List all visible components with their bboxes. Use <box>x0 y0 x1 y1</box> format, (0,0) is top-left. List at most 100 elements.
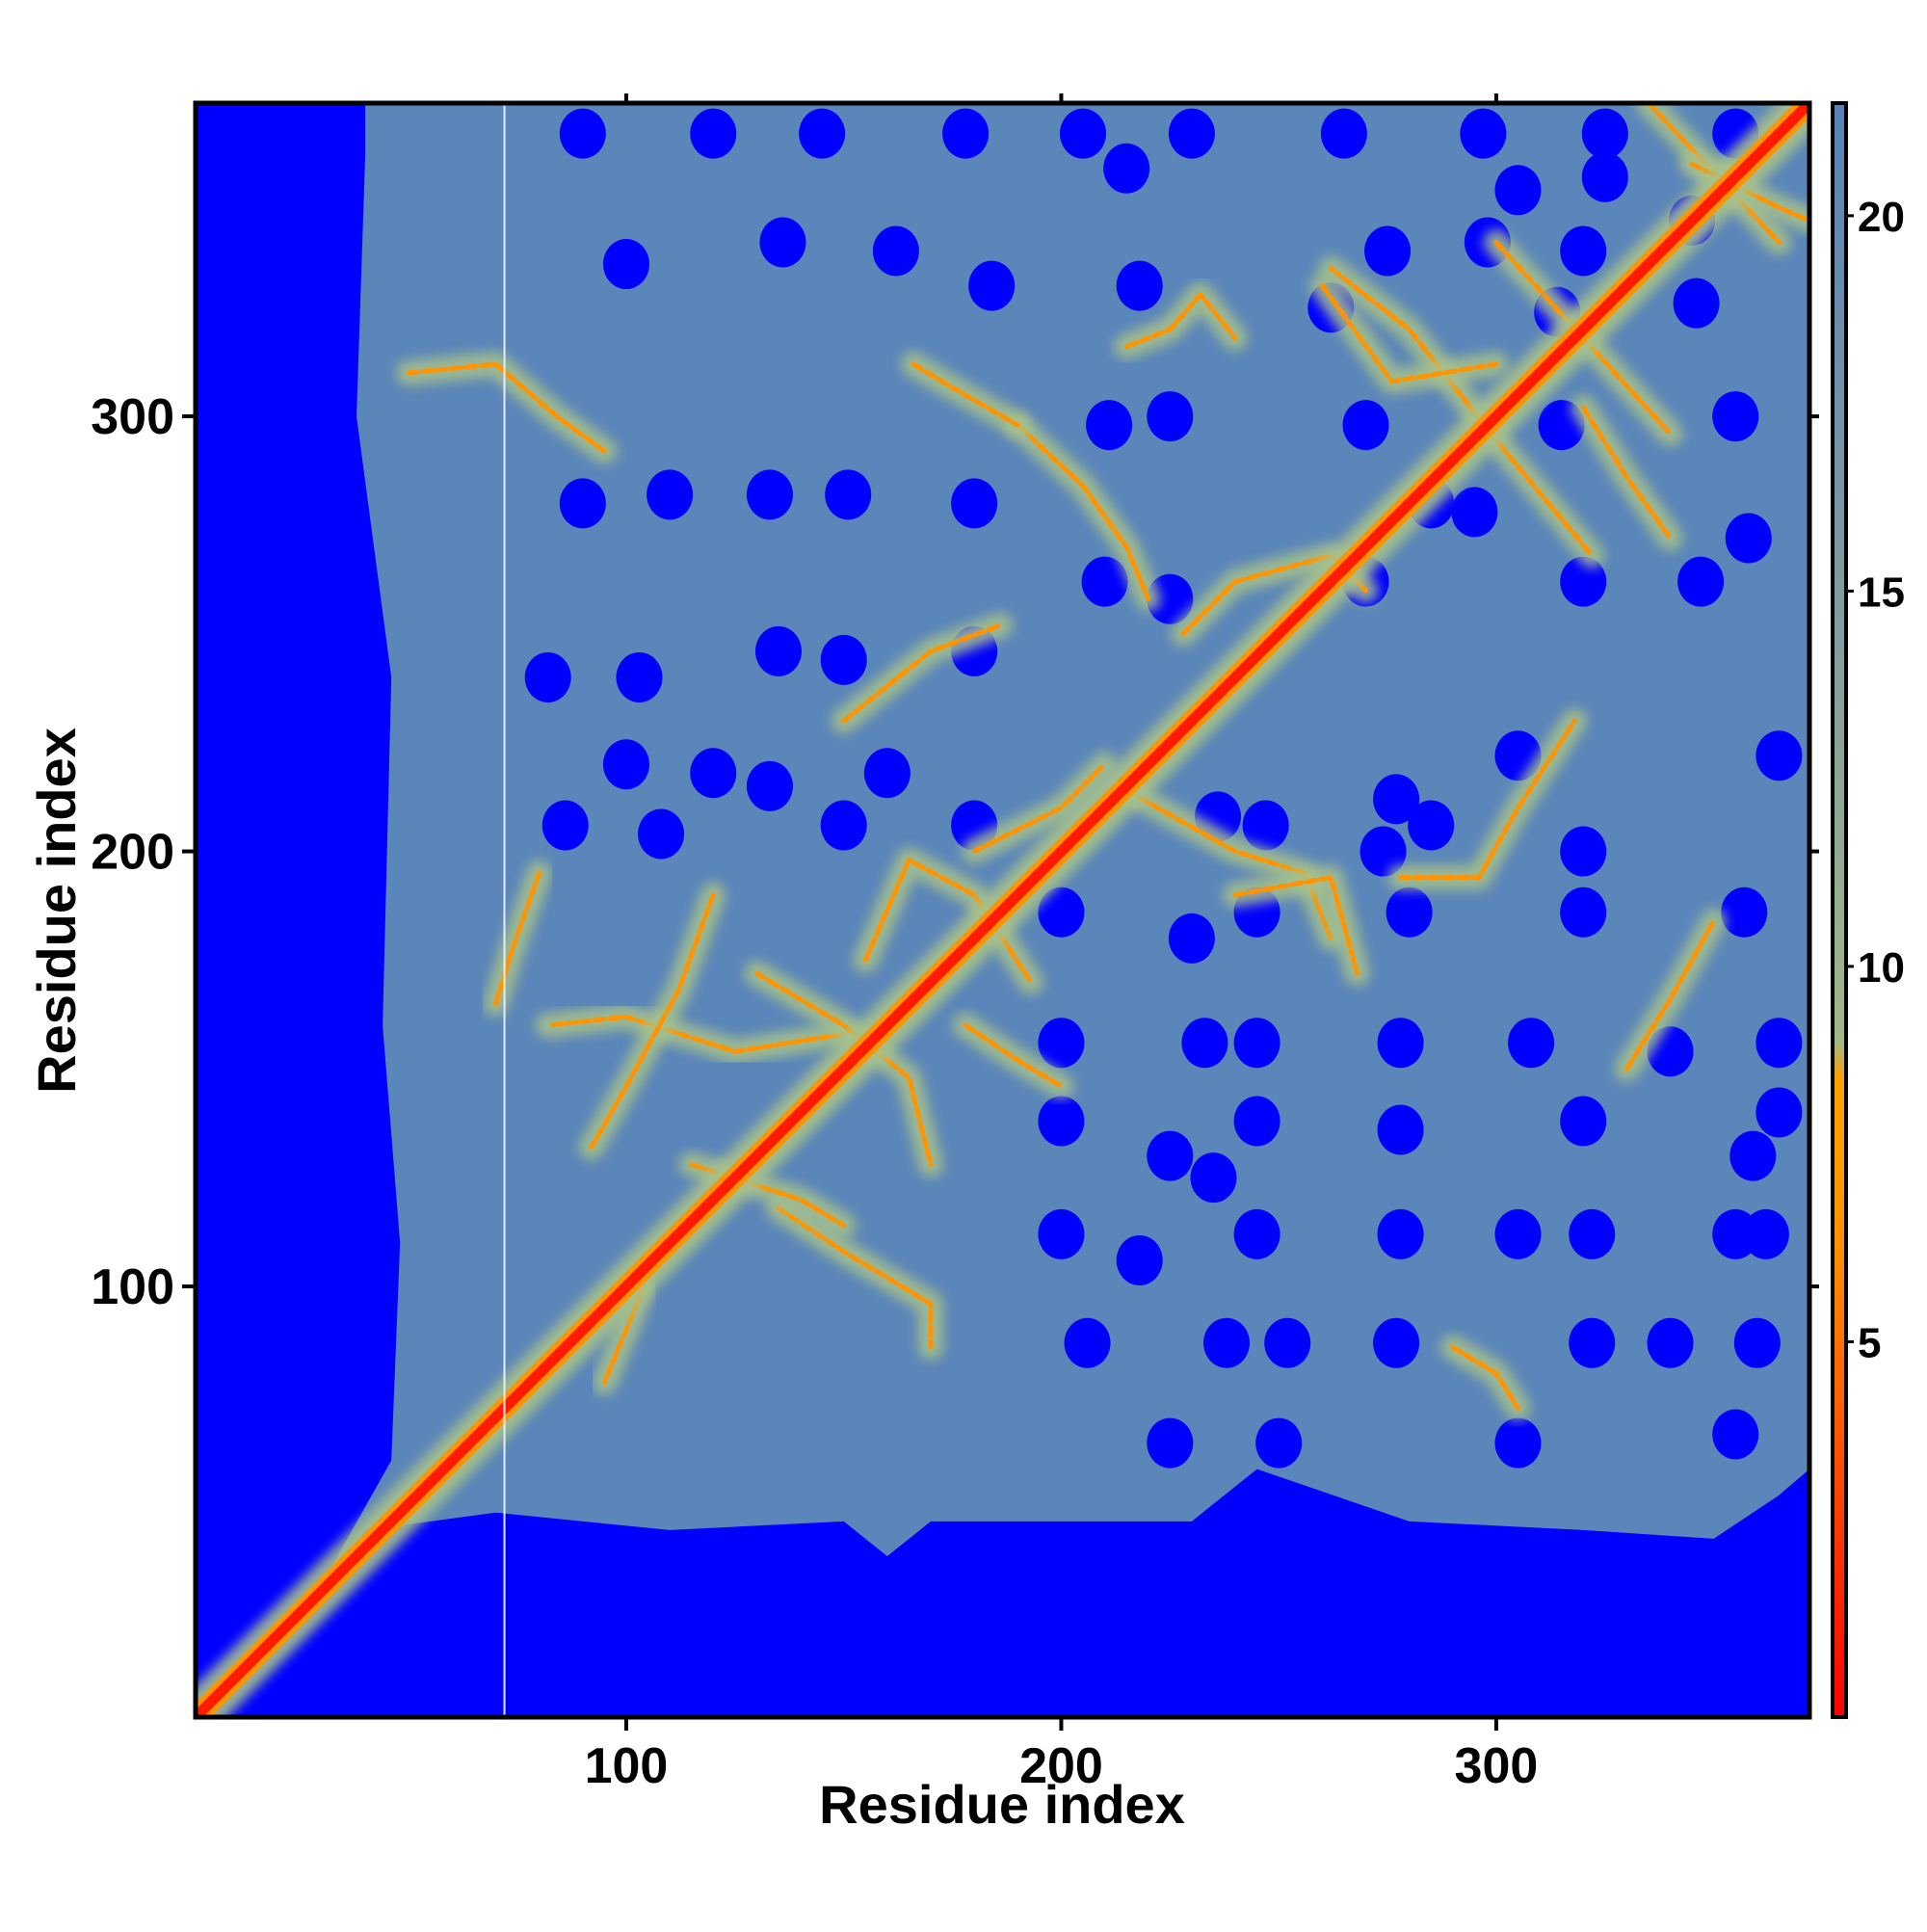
far-cluster-84 <box>1147 1130 1194 1181</box>
far-cluster-38 <box>1560 556 1607 607</box>
far-cluster-51 <box>746 760 793 811</box>
contact-line-5 <box>406 361 607 454</box>
far-cluster-28 <box>746 469 793 520</box>
far-cluster-43 <box>754 625 802 676</box>
far-cluster-25 <box>1673 278 1720 329</box>
far-cluster-65 <box>1038 887 1085 938</box>
colorbar-gradient <box>1831 101 1848 1719</box>
far-cluster-64 <box>1560 826 1607 877</box>
far-cluster-57 <box>541 800 589 851</box>
far-cluster-96 <box>1264 1317 1311 1368</box>
far-cluster-101 <box>1147 1417 1194 1469</box>
far-cluster-68 <box>1386 887 1433 938</box>
far-region-bottom <box>196 1469 1809 1717</box>
far-cluster-8 <box>1581 108 1628 159</box>
colorbar-tick-label-3: 20 <box>1858 194 1905 241</box>
contact-line-4 <box>963 1022 1064 1089</box>
far-cluster-69 <box>1560 887 1607 938</box>
far-cluster-72 <box>1181 1018 1228 1069</box>
far-cluster-100 <box>1733 1317 1781 1368</box>
x-tick-label-2: 300 <box>1455 1738 1539 1794</box>
contact-line-0 <box>545 1014 847 1054</box>
far-cluster-54 <box>1408 800 1455 851</box>
far-cluster-18 <box>602 239 649 290</box>
far-cluster-102 <box>1255 1417 1303 1469</box>
contact-line-18 <box>1319 283 1499 384</box>
far-cluster-79 <box>1038 1096 1085 1147</box>
far-cluster-90 <box>1494 1208 1542 1259</box>
colorbar-tick-label-1: 10 <box>1858 944 1905 992</box>
far-cluster-91 <box>1569 1208 1616 1259</box>
far-cluster-21 <box>968 260 1016 311</box>
far-cluster-3 <box>942 108 990 159</box>
far-cluster-15 <box>1364 225 1412 277</box>
far-cluster-77 <box>1755 1018 1803 1069</box>
contact-line-15 <box>1580 405 1673 541</box>
contact-line-11 <box>1123 787 1333 941</box>
far-cluster-44 <box>820 634 867 685</box>
far-cluster-103 <box>1494 1417 1542 1469</box>
far-cluster-98 <box>1569 1317 1616 1368</box>
contact-line-24 <box>1232 875 1359 976</box>
far-cluster-87 <box>1116 1234 1163 1285</box>
heatmap-layer <box>196 103 1809 1717</box>
far-cluster-94 <box>1064 1317 1111 1368</box>
far-cluster-27 <box>647 469 694 520</box>
far-cluster-93 <box>1742 1208 1789 1259</box>
contact-line-10 <box>1123 292 1238 350</box>
plot-border <box>193 100 1812 1720</box>
far-cluster-46 <box>1081 556 1128 607</box>
far-cluster-32 <box>1147 391 1194 442</box>
far-cluster-97 <box>1373 1317 1420 1368</box>
contact-line-26 <box>971 761 1108 854</box>
contact-line-8 <box>1015 422 1151 602</box>
far-cluster-58 <box>638 808 685 860</box>
x-tick-label-1: 200 <box>1019 1738 1103 1794</box>
x-axis: 100 200 300 <box>585 93 1539 1794</box>
far-cluster-19 <box>759 217 806 268</box>
colorbar: 5 10 15 20 <box>1831 101 1905 1719</box>
far-cluster-30 <box>951 478 998 529</box>
x-tick-label-0: 100 <box>585 1738 669 1794</box>
far-cluster-4 <box>1060 108 1107 159</box>
x-axis-title: Residue index <box>819 1774 1185 1835</box>
far-cluster-59 <box>820 800 867 851</box>
far-region-left <box>196 103 401 1717</box>
far-cluster-37 <box>1451 487 1498 538</box>
far-cluster-52 <box>863 748 911 799</box>
far-cluster-80 <box>1233 1096 1280 1147</box>
far-cluster-10 <box>289 108 336 159</box>
contact-line-2 <box>776 1205 934 1350</box>
far-cluster-75 <box>1508 1018 1555 1069</box>
far-cluster-31 <box>1086 400 1133 451</box>
far-cluster-56 <box>1755 730 1803 781</box>
far-cluster-49 <box>602 739 649 790</box>
y-tick-label-1: 200 <box>91 825 174 881</box>
far-cluster-86 <box>1038 1208 1085 1259</box>
far-cluster-95 <box>1203 1317 1251 1368</box>
contact-line-25 <box>1623 918 1717 1072</box>
y-tick-label-2: 300 <box>91 389 174 445</box>
far-cluster-66 <box>1168 913 1215 964</box>
contact-line-22 <box>493 870 542 1007</box>
far-cluster-89 <box>1377 1208 1424 1259</box>
far-cluster-11 <box>1103 143 1150 194</box>
far-cluster-104 <box>1712 1409 1759 1460</box>
far-cluster-71 <box>1038 1018 1085 1069</box>
contact-line-19 <box>841 622 1003 724</box>
y-axis: 100 200 300 <box>91 389 1819 1315</box>
y-tick-label-0: 100 <box>91 1259 174 1315</box>
far-cluster-6 <box>1320 108 1367 159</box>
far-cluster-82 <box>1560 1096 1607 1147</box>
far-cluster-47 <box>1147 573 1194 624</box>
contact-line-20 <box>911 361 1020 428</box>
far-cluster-29 <box>825 469 872 520</box>
contact-line-14 <box>1398 718 1577 881</box>
diagonal-core <box>196 103 1809 1717</box>
far-cluster-14 <box>1494 165 1542 216</box>
far-cluster-88 <box>1233 1208 1280 1259</box>
far-cluster-0 <box>559 108 606 159</box>
far-cluster-33 <box>1342 400 1389 451</box>
far-cluster-36 <box>1712 391 1759 442</box>
far-cluster-2 <box>799 108 846 159</box>
